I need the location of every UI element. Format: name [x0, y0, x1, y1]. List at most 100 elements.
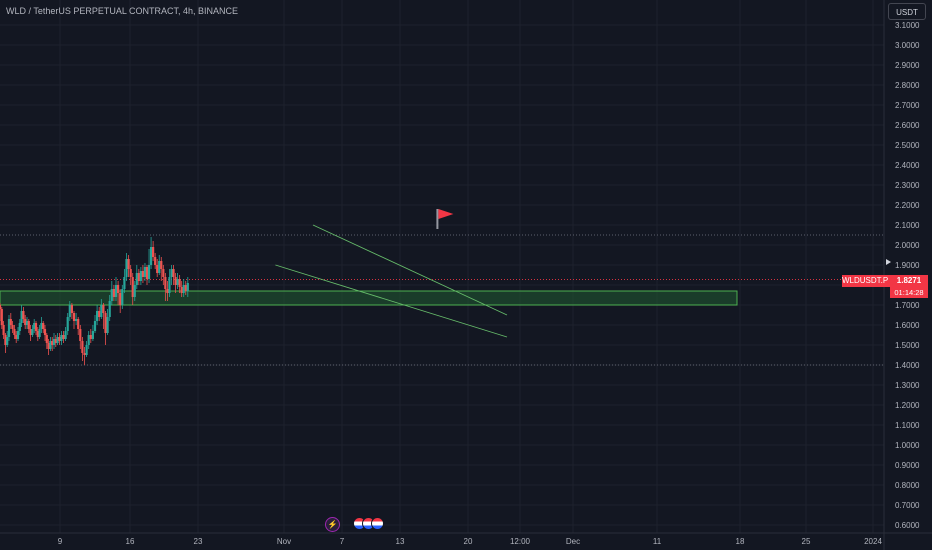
candle-body	[117, 285, 120, 293]
y-axis-tick-label: 1.5000	[895, 341, 920, 350]
candle-body	[31, 329, 34, 335]
candle-body	[45, 335, 48, 343]
candle-body	[166, 289, 169, 293]
candle-body	[11, 325, 14, 329]
candle-body	[79, 329, 82, 341]
candle-body	[184, 285, 187, 291]
candle-body	[7, 319, 11, 337]
candle-body	[100, 305, 103, 317]
x-axis-tick-label: 20	[464, 537, 473, 546]
symbol-title: WLD / TetherUS PERPETUAL CONTRACT, 4h, B…	[6, 6, 239, 16]
candle-body	[6, 337, 9, 345]
candle-body	[104, 313, 107, 333]
candle-body	[68, 305, 71, 317]
trendline	[275, 264, 508, 338]
y-axis-tick-label: 1.0000	[895, 441, 920, 450]
candles	[0, 237, 189, 365]
y-axis-tick-label: 2.4000	[895, 161, 920, 170]
y-axis-tick-label: 0.6000	[895, 521, 920, 530]
candle-body	[77, 319, 80, 329]
candle-body	[160, 261, 163, 269]
candle-body	[96, 311, 99, 321]
zone-rectangle	[0, 290, 738, 306]
candle-body	[139, 271, 142, 281]
candle-body	[34, 323, 38, 331]
candle-body	[51, 341, 54, 345]
y-axis-tick-label: 1.2000	[895, 401, 920, 410]
candle-body	[133, 285, 136, 297]
y-axis-tick-label: 1.4000	[895, 361, 920, 370]
candle-body	[83, 353, 86, 355]
candle-body	[174, 277, 177, 285]
support-zone[interactable]	[0, 290, 738, 306]
economic-events[interactable]	[353, 517, 387, 530]
candle-body	[54, 339, 57, 343]
y-axis-tick-label: 0.8000	[895, 481, 920, 490]
candle-body	[75, 319, 78, 321]
candle-body	[164, 277, 167, 289]
flag-marker[interactable]	[436, 209, 454, 229]
trendlines[interactable]	[275, 224, 508, 338]
candle-body	[47, 343, 50, 349]
candle-body	[158, 261, 161, 273]
x-axis-tick-label: 12:00	[510, 537, 531, 546]
candle-body	[87, 335, 90, 345]
candle-body	[0, 309, 3, 325]
y-axis-tick-label: 1.3000	[895, 381, 920, 390]
candle-body	[180, 287, 183, 293]
candle-body	[33, 323, 36, 329]
candle-body	[129, 269, 132, 277]
candle-body	[29, 329, 32, 335]
candle-body	[58, 337, 61, 341]
currency-button[interactable]: USDT	[888, 3, 926, 20]
candle-body	[93, 321, 97, 331]
candle-body	[38, 329, 41, 337]
candle-body	[112, 289, 115, 297]
x-axis-tick-label: 16	[126, 537, 135, 546]
candle-body	[123, 277, 126, 289]
candle-body	[62, 335, 65, 339]
y-axis-tick-label: 2.2000	[895, 201, 920, 210]
trendline	[312, 224, 508, 316]
candle-body	[25, 321, 29, 325]
candle-body	[156, 265, 159, 273]
candle-body	[49, 341, 52, 349]
candle-body	[141, 271, 145, 277]
candle-body	[36, 331, 39, 337]
y-axis-tick-label: 2.1000	[895, 221, 920, 230]
candle-body	[56, 337, 59, 343]
candle-body	[119, 293, 122, 305]
candle-body	[43, 329, 47, 335]
bar-countdown: 01:14:28	[890, 287, 928, 298]
candle-body	[137, 273, 140, 281]
x-axis-band	[0, 533, 932, 550]
candle-body	[20, 311, 23, 323]
candle-body	[18, 323, 21, 331]
candle-body	[40, 323, 43, 329]
x-axis-tick-label: Dec	[566, 537, 580, 546]
us-flag-icon[interactable]	[371, 517, 384, 530]
y-axis-tick-label: 1.6000	[895, 321, 920, 330]
y-axis-tick-label: 1.9000	[895, 261, 920, 270]
price-label: WLDUSDT.P 1.8271	[842, 275, 928, 287]
candle-body	[121, 289, 124, 305]
candle-body	[178, 279, 181, 287]
lightning-icon[interactable]: ⚡	[325, 517, 340, 532]
y-axis-tick-label: 2.8000	[895, 81, 920, 90]
x-axis-tick-label: 18	[736, 537, 745, 546]
x-axis-tick-label: 2024	[864, 537, 882, 546]
y-axis-tick-label: 2.9000	[895, 61, 920, 70]
x-axis-tick-label: 9	[58, 537, 63, 546]
candle-body	[147, 265, 151, 279]
x-axis-tick-label: 13	[396, 537, 405, 546]
candle-body	[52, 339, 56, 345]
x-axis-tick-label: 23	[194, 537, 203, 546]
candle-body	[16, 331, 20, 339]
candle-body	[110, 289, 113, 301]
candle-body	[106, 317, 109, 333]
candle-body	[172, 269, 175, 277]
grid-lines	[0, 0, 884, 533]
